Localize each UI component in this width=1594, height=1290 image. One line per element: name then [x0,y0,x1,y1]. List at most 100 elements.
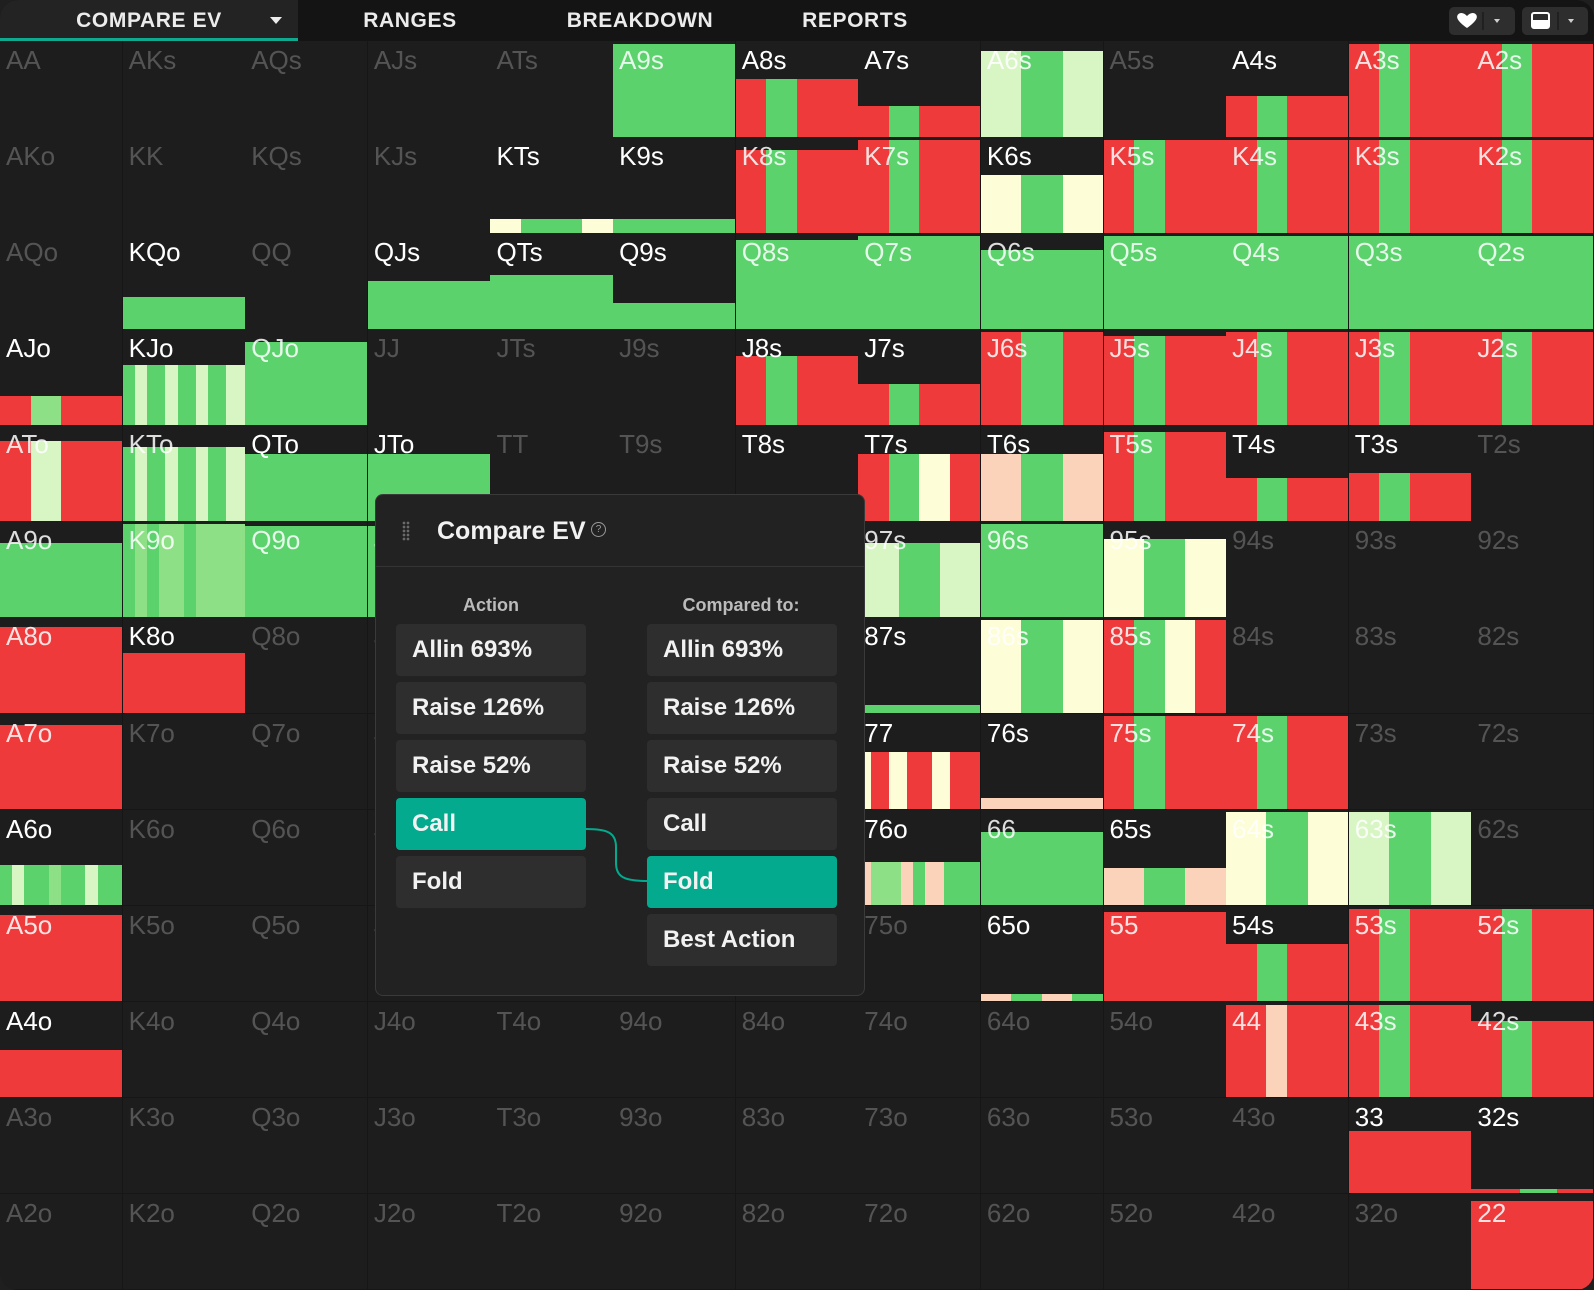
hand-cell[interactable]: K4s [1226,137,1350,234]
hand-cell[interactable]: Q3o [245,1097,369,1195]
hand-cell[interactable]: K4o [122,1001,246,1099]
hand-cell[interactable]: 53s [1348,905,1472,1003]
hand-cell[interactable]: 75s [1103,713,1227,811]
hand-cell[interactable]: A2o [0,1193,124,1290]
hand-cell[interactable]: 53o [1103,1097,1227,1195]
hand-cell[interactable]: K6s [980,137,1105,234]
hand-cell[interactable]: T2o [490,1193,614,1290]
hand-cell[interactable]: AQo [0,233,124,330]
hand-cell[interactable]: 75o [858,905,982,1003]
hand-cell[interactable]: 64s [1226,809,1350,907]
hand-cell[interactable]: T5s [1103,425,1227,522]
hand-cell[interactable]: A7s [858,41,982,138]
hand-cell[interactable]: K2o [122,1193,246,1290]
hand-cell[interactable]: K7o [122,713,246,811]
hand-cell[interactable]: JJ [367,329,491,426]
hand-cell[interactable]: 52o [1103,1193,1227,1290]
compared-option[interactable]: Best Action [647,914,837,966]
hand-cell[interactable]: 92o [613,1193,737,1290]
hand-cell[interactable]: QJs [367,233,491,330]
hand-cell[interactable]: A4s [1226,41,1350,138]
hand-cell[interactable]: KK [122,137,246,234]
hand-cell[interactable]: Q8s [735,233,859,330]
hand-cell[interactable]: Q6o [245,809,369,907]
hand-cell[interactable]: Q3s [1348,233,1472,330]
hand-cell[interactable]: Q2o [245,1193,369,1290]
hand-cell[interactable]: AJo [0,329,124,426]
hand-cell[interactable]: K2s [1471,137,1594,234]
hand-cell[interactable]: 84o [735,1001,859,1099]
hand-cell[interactable]: Q2s [1471,233,1594,330]
hand-cell[interactable]: 83s [1348,617,1472,715]
hand-cell[interactable]: 22 [1471,1193,1594,1290]
hand-cell[interactable]: 84s [1226,617,1350,715]
hand-cell[interactable]: 42o [1226,1193,1350,1290]
hand-cell[interactable]: A9s [613,41,737,138]
hand-cell[interactable]: T4s [1226,425,1350,522]
hand-cell[interactable]: A6s [980,41,1105,138]
hand-cell[interactable]: 43s [1348,1001,1472,1099]
hand-cell[interactable]: J2s [1471,329,1594,426]
hand-cell[interactable]: 82s [1471,617,1594,715]
hand-cell[interactable]: T2s [1471,425,1594,522]
hand-cell[interactable]: 86s [980,617,1105,715]
hand-cell[interactable]: 43o [1226,1097,1350,1195]
hand-cell[interactable]: K5o [122,905,246,1003]
hand-cell[interactable]: K8o [122,617,246,715]
hand-cell[interactable]: 94s [1226,521,1350,618]
hand-cell[interactable]: 55 [1103,905,1227,1003]
chevron-down-icon[interactable] [270,17,282,24]
hand-cell[interactable]: K6o [122,809,246,907]
hand-cell[interactable]: Q5s [1103,233,1227,330]
hand-cell[interactable]: Q9o [245,521,369,618]
drag-handle-icon[interactable] [402,521,410,541]
hand-cell[interactable]: 52s [1471,905,1594,1003]
action-option[interactable]: Raise 126% [396,682,586,734]
hand-cell[interactable]: A2s [1471,41,1594,138]
hand-cell[interactable]: 95s [1103,521,1227,618]
hand-cell[interactable]: A4o [0,1001,124,1099]
hand-cell[interactable]: ATo [0,425,124,522]
hand-cell[interactable]: 64o [980,1001,1105,1099]
tab-reports[interactable]: REPORTS [780,0,930,41]
hand-cell[interactable]: J4o [367,1001,491,1099]
tab-ranges[interactable]: RANGES [330,0,490,41]
hand-cell[interactable]: KTo [122,425,246,522]
hand-cell[interactable]: A8o [0,617,124,715]
hand-cell[interactable]: KJs [367,137,491,234]
hand-cell[interactable]: Q4o [245,1001,369,1099]
hand-cell[interactable]: 74o [858,1001,982,1099]
hand-cell[interactable]: 76s [980,713,1105,811]
hand-cell[interactable]: 42s [1471,1001,1594,1099]
hand-cell[interactable]: 73o [858,1097,982,1195]
hand-cell[interactable]: K3o [122,1097,246,1195]
hand-cell[interactable]: A3o [0,1097,124,1195]
hand-cell[interactable]: J3s [1348,329,1472,426]
hand-cell[interactable]: 66 [980,809,1105,907]
hand-cell[interactable]: T3o [490,1097,614,1195]
hand-cell[interactable]: K8s [735,137,859,234]
hand-cell[interactable]: A7o [0,713,124,811]
hand-cell[interactable]: 32s [1471,1097,1594,1195]
hand-cell[interactable]: QQ [245,233,369,330]
favorite-button[interactable] [1449,7,1515,35]
compared-option[interactable]: Allin 693% [647,624,837,676]
hand-cell[interactable]: 73s [1348,713,1472,811]
hand-cell[interactable]: J2o [367,1193,491,1290]
tab-compare-ev[interactable]: COMPARE EV [0,0,298,41]
hand-cell[interactable]: Q7o [245,713,369,811]
hand-cell[interactable]: KJo [122,329,246,426]
hand-cell[interactable]: 33 [1348,1097,1472,1195]
hand-cell[interactable]: J4s [1226,329,1350,426]
hand-cell[interactable]: J6s [980,329,1105,426]
hand-cell[interactable]: 77 [858,713,982,811]
hand-cell[interactable]: AJs [367,41,491,138]
hand-cell[interactable]: 62o [980,1193,1105,1290]
tab-breakdown[interactable]: BREAKDOWN [540,0,740,41]
hand-cell[interactable]: 72s [1471,713,1594,811]
compared-option[interactable]: Fold [647,856,837,908]
hand-cell[interactable]: A8s [735,41,859,138]
hand-cell[interactable]: AQs [245,41,369,138]
hand-cell[interactable]: 76o [858,809,982,907]
hand-cell[interactable]: T4o [490,1001,614,1099]
